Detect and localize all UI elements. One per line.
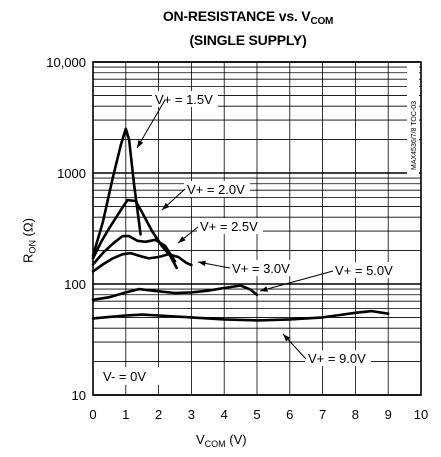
series-label-bg bbox=[305, 350, 371, 366]
series-label-bg bbox=[152, 91, 218, 107]
x-tick-label: 9 bbox=[385, 407, 392, 422]
x-tick-label: 10 bbox=[414, 407, 428, 422]
x-tick-label: 6 bbox=[286, 407, 293, 422]
chart-title: ON-RESISTANCE vs. VCOM bbox=[162, 8, 334, 27]
plot-frame bbox=[92, 61, 422, 396]
series-label: V+ = 5.0V bbox=[335, 263, 393, 278]
x-tick-label: 5 bbox=[253, 407, 260, 422]
series-line bbox=[91, 127, 142, 257]
series-label-arrowhead bbox=[260, 286, 268, 292]
series-label: V+ = 2.5V bbox=[200, 219, 258, 234]
series-label-bg bbox=[197, 218, 263, 234]
series-label: V+ = 3.0V bbox=[232, 261, 290, 276]
x-tick-label: 1 bbox=[122, 407, 129, 422]
y-tick-label: 10 bbox=[72, 388, 86, 403]
series-line bbox=[91, 198, 178, 270]
series-label-bg bbox=[229, 260, 295, 276]
series-label-bg bbox=[332, 262, 398, 278]
series-label-arrowhead bbox=[162, 202, 170, 210]
series-label-arrowhead bbox=[178, 236, 186, 243]
series-line bbox=[91, 284, 259, 302]
y-tick-label: 1000 bbox=[57, 166, 86, 181]
series-label: V+ = 1.5V bbox=[155, 92, 213, 107]
vminus-label-bg bbox=[100, 367, 160, 385]
x-tick-label: 0 bbox=[89, 407, 96, 422]
series-label-leader bbox=[259, 270, 334, 292]
y-tick-label: 100 bbox=[64, 277, 86, 292]
x-axis-label: VCOM (V) bbox=[196, 432, 247, 449]
y-axis-label: RON (Ω) bbox=[20, 218, 38, 263]
series-label-leader bbox=[136, 99, 166, 149]
series-label: V+ = 9.0V bbox=[308, 351, 366, 366]
series-label-arrowhead bbox=[137, 140, 144, 148]
series-label-bg bbox=[184, 181, 250, 197]
series-line bbox=[91, 251, 193, 273]
series-label-arrowhead bbox=[198, 260, 206, 267]
code-label: MAX4536/7/8 TOC-03 bbox=[411, 101, 418, 170]
chart-subtitle: (SINGLE SUPPLY) bbox=[189, 32, 307, 48]
x-tick-label: 2 bbox=[155, 407, 162, 422]
x-tick-label: 3 bbox=[188, 407, 195, 422]
series-line bbox=[91, 234, 177, 266]
x-tick-label: 8 bbox=[352, 407, 359, 422]
code-label-bg bbox=[407, 64, 419, 174]
x-tick-label: 4 bbox=[221, 407, 228, 422]
y-tick-label: 10,000 bbox=[46, 55, 86, 70]
series-label-arrowhead bbox=[283, 334, 291, 342]
x-tick-label: 7 bbox=[319, 407, 326, 422]
series-line bbox=[91, 309, 390, 322]
series-label: V+ = 2.0V bbox=[187, 182, 245, 197]
vminus-label: V- = 0V bbox=[103, 369, 146, 384]
